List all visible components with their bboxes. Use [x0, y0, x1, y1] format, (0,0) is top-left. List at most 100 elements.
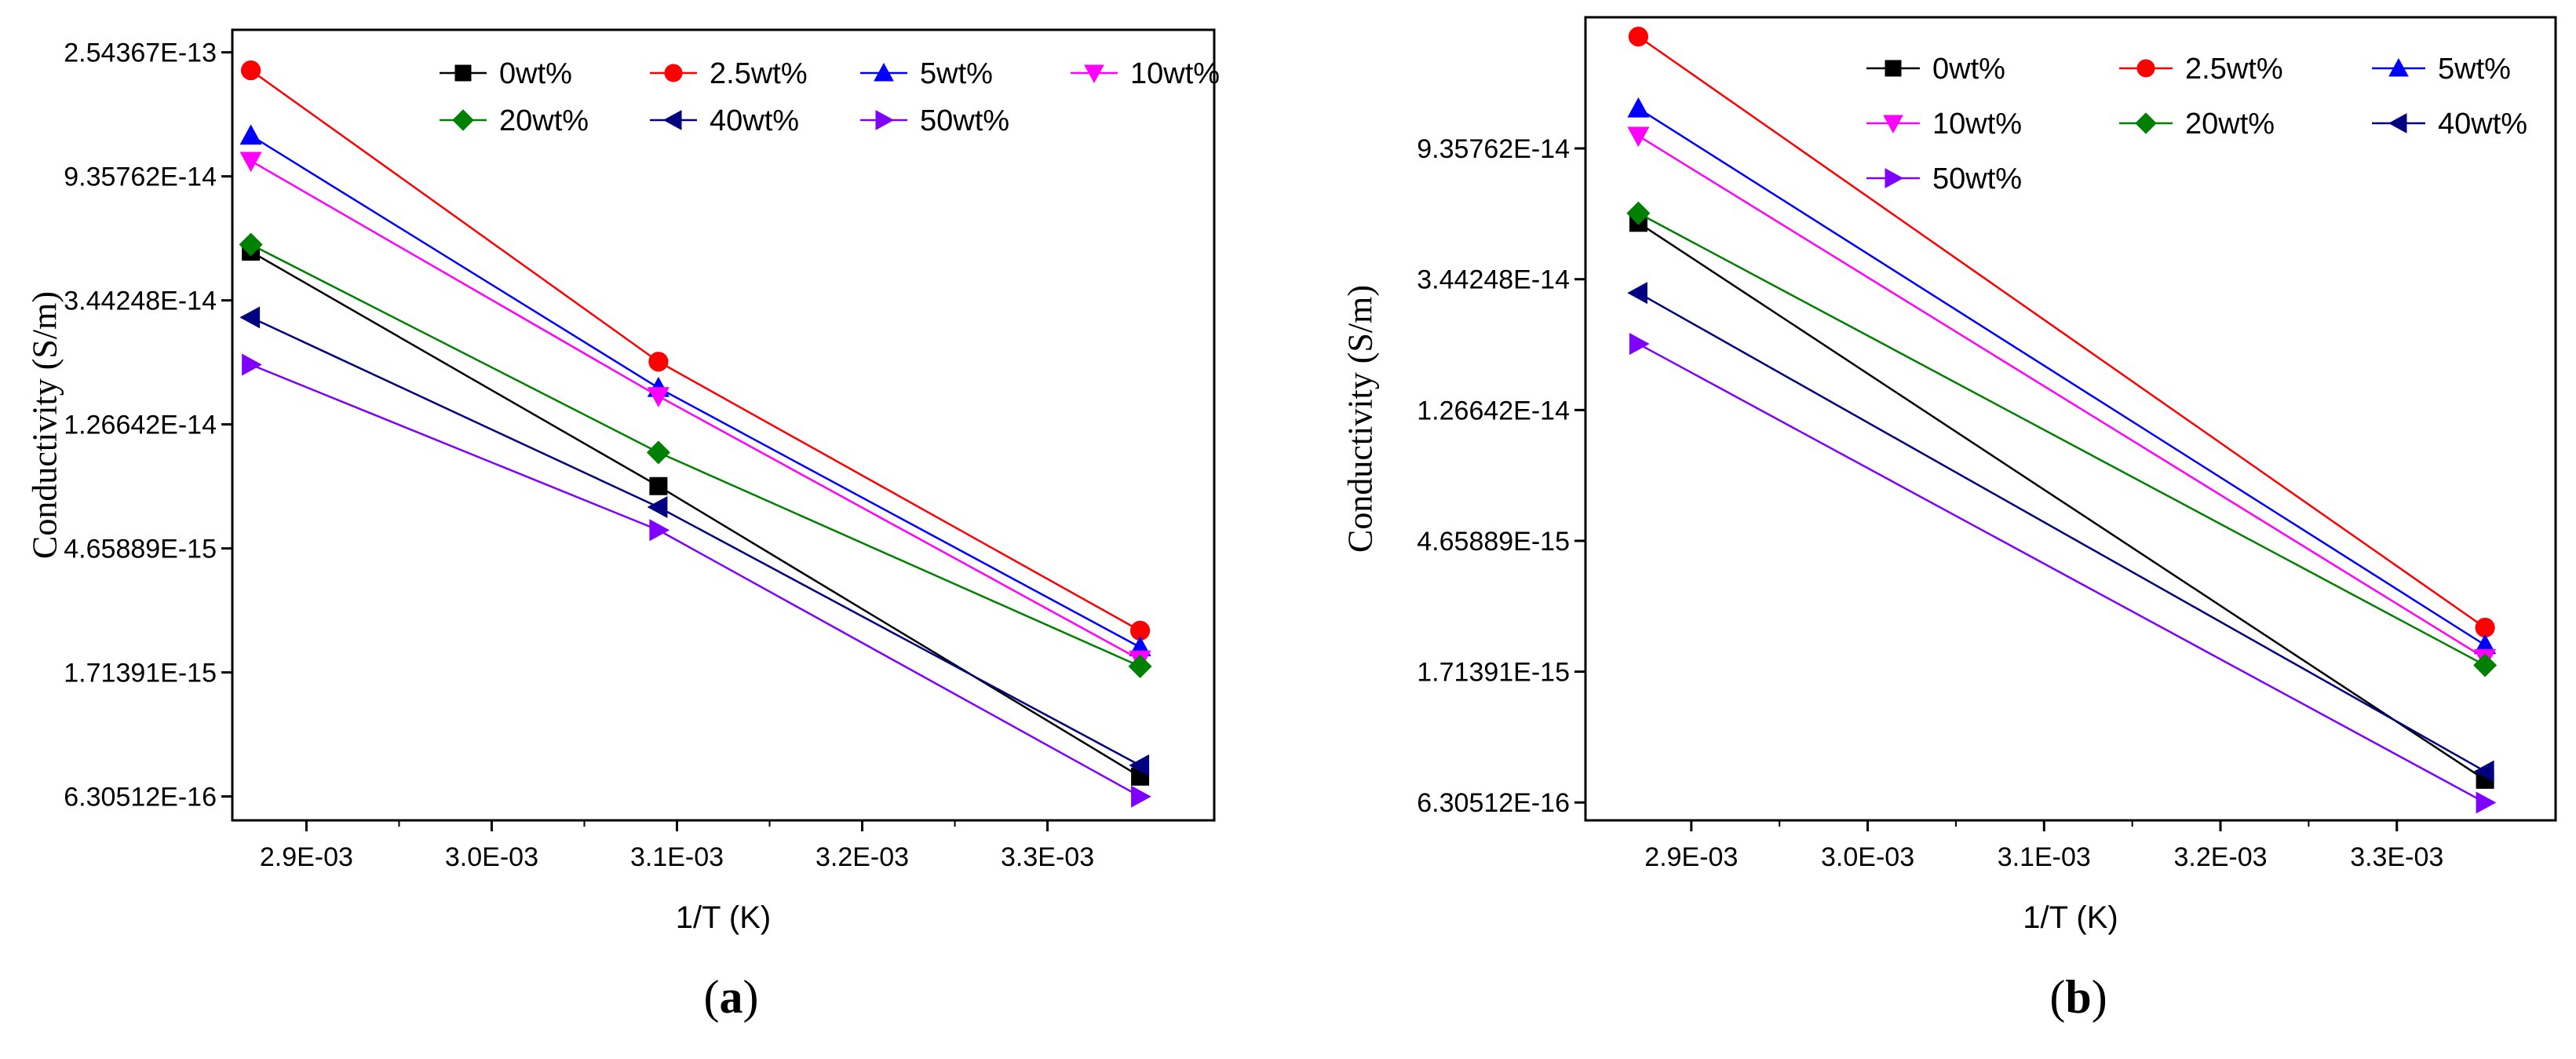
y-tick-label: 9.35762E-14	[64, 163, 217, 192]
series-line	[250, 250, 1141, 778]
legend-marker	[2135, 112, 2157, 134]
series-40wt%	[239, 306, 1150, 777]
data-point	[647, 495, 668, 519]
x-tick-label: 3.0E-03	[445, 842, 538, 872]
x-tick-label: 3.1E-03	[630, 842, 724, 872]
series-10wt%	[1627, 126, 2497, 670]
series-40wt%	[1627, 282, 2494, 783]
legend-marker	[2136, 59, 2155, 78]
legend-marker	[662, 110, 682, 130]
data-point	[2473, 760, 2494, 783]
x-tick-label: 3.0E-03	[1821, 842, 1914, 872]
legend-marker	[875, 110, 895, 130]
series-10wt%	[239, 152, 1151, 671]
legend-item: 20wt%	[440, 104, 589, 137]
series-line	[1637, 134, 2486, 659]
series-20wt%	[1626, 201, 2498, 677]
legend-item: 5wt%	[860, 57, 993, 90]
data-point	[1129, 754, 1150, 777]
legend-label: 50wt%	[920, 104, 1009, 137]
y-tick-label: 6.30512E-16	[64, 783, 217, 813]
series-50wt%	[242, 353, 1151, 808]
legend-item: 0wt%	[1866, 53, 2005, 86]
data-point	[239, 306, 261, 329]
legend-label: 5wt%	[920, 57, 993, 90]
legend-label: 40wt%	[710, 104, 799, 137]
legend-label: 10wt%	[1130, 57, 1220, 90]
legend-marker	[1885, 60, 1902, 77]
x-axis-title: 1/T (K)	[676, 900, 772, 935]
x-tick-label: 3.2E-03	[815, 842, 909, 872]
legend-label: 2.5wt%	[2185, 53, 2283, 86]
series-line	[1637, 35, 2486, 629]
legend-item: 10wt%	[1071, 57, 1220, 90]
data-point	[241, 60, 261, 81]
data-point	[649, 477, 668, 495]
data-point	[647, 387, 670, 407]
series-20wt%	[239, 232, 1152, 678]
data-point	[239, 232, 263, 257]
y-axis-title: Conductivity (S/m)	[1341, 285, 1379, 553]
data-point	[1128, 654, 1152, 678]
data-point	[1627, 126, 1650, 148]
y-tick-label: 3.44248E-14	[1417, 265, 1570, 295]
series-line	[1637, 342, 2486, 804]
legend-label: 0wt%	[499, 57, 572, 90]
y-tick-label: 2.54367E-13	[64, 38, 217, 68]
x-tick-label: 3.2E-03	[2173, 842, 2267, 872]
series-50wt%	[1629, 333, 2497, 814]
legend-label: 10wt%	[1932, 108, 2022, 141]
legend: 0wt% 2.5wt% 5wt% 10wt% 20wt% 40wt% 50wt%	[440, 57, 1220, 137]
x-tick-label: 2.9E-03	[1644, 842, 1738, 872]
legend-item: 20wt%	[2119, 108, 2275, 141]
legend-item: 2.5wt%	[2119, 53, 2283, 86]
panel-label: (a)	[704, 971, 759, 1023]
x-tick-label: 3.1E-03	[1998, 842, 2091, 872]
data-point	[1627, 97, 1650, 118]
series-5wt%	[239, 124, 1151, 656]
legend-label: 50wt%	[1932, 163, 2022, 195]
data-point	[239, 124, 262, 145]
x-tick-label: 2.9E-03	[260, 842, 353, 872]
series-line	[1637, 212, 2486, 666]
legend-marker	[664, 64, 683, 82]
data-point	[648, 352, 669, 372]
y-tick-label: 1.26642E-14	[1417, 396, 1570, 425]
legend-label: 40wt%	[2438, 108, 2527, 141]
legend-marker	[1084, 64, 1104, 84]
data-point	[1626, 201, 1651, 225]
y-tick-label: 3.44248E-14	[64, 287, 217, 316]
legend: 0wt% 2.5wt% 5wt% 10wt% 20wt% 40wt% 50wt%	[1866, 53, 2527, 195]
panel-label: (b)	[2049, 971, 2107, 1023]
series-line	[1637, 292, 2486, 772]
legend-marker	[2388, 57, 2409, 77]
legend-label: 2.5wt%	[710, 57, 808, 90]
legend-item: 0wt%	[440, 57, 572, 90]
y-tick-label: 4.65889E-15	[1417, 527, 1570, 557]
data-point	[2473, 653, 2498, 677]
legend-item: 5wt%	[2372, 53, 2511, 86]
legend-label: 5wt%	[2438, 53, 2511, 86]
y-tick-label: 6.30512E-16	[1417, 788, 1570, 818]
x-tick-label: 3.3E-03	[2350, 842, 2443, 872]
legend-label: 20wt%	[499, 104, 589, 137]
y-tick-label: 1.26642E-14	[64, 411, 217, 440]
series-line	[1637, 108, 2486, 646]
legend-item: 40wt%	[2372, 108, 2527, 141]
legend-item: 50wt%	[860, 104, 1009, 137]
legend-marker	[1883, 115, 1903, 134]
legend-label: 20wt%	[2185, 108, 2275, 141]
series-5wt%	[1627, 97, 2497, 655]
data-point	[1629, 333, 1650, 356]
legend-marker	[2388, 113, 2407, 133]
x-axis-title: 1/T (K)	[2023, 900, 2118, 935]
y-tick-label: 4.65889E-15	[64, 535, 217, 564]
y-axis-title: Conductivity (S/m)	[25, 291, 64, 559]
data-point	[2476, 791, 2497, 814]
series-line	[250, 69, 1141, 632]
legend-marker	[1885, 168, 1904, 188]
legend-item: 10wt%	[1866, 108, 2022, 141]
chart-panel-a: 2.9E-03 3.0E-03 3.1E-03 3.2E-03 3.3E-03 6.305…	[25, 28, 1220, 1023]
